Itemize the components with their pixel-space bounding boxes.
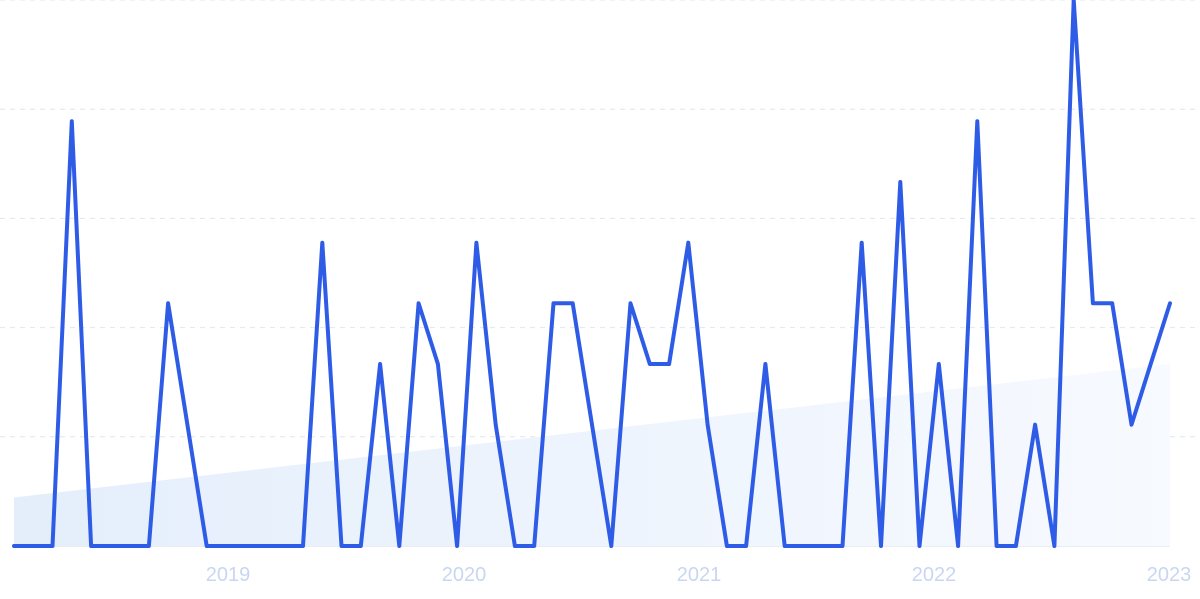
x-tick-label: 2021 — [677, 564, 722, 586]
series-line — [12, 0, 1172, 548]
trend-area — [14, 364, 1170, 546]
x-tick-label: 2019 — [206, 564, 251, 586]
series-lines — [12, 0, 1172, 548]
x-axis-ticks: 2019 2020 2021 2022 2023 — [206, 564, 1192, 586]
x-tick-label: 2020 — [442, 564, 487, 586]
x-tick-label: 2023 — [1147, 564, 1192, 586]
x-tick-label: 2022 — [912, 564, 957, 586]
trend-area-fill — [14, 364, 1170, 546]
